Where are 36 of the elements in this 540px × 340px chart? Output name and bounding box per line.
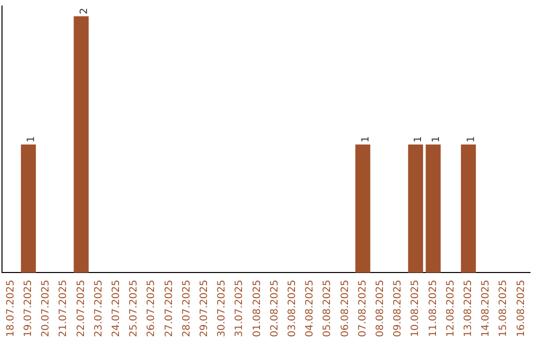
data-label: 1 [430,136,442,142]
x-tick-label: 03.08.2025 [286,280,298,338]
x-tick-label: 06.08.2025 [340,280,351,338]
data-label: 1 [360,136,372,142]
data-label: 1 [26,136,37,142]
x-tick-label: 18.07.2025 [5,280,16,338]
x-tick-label: 15.08.2025 [498,280,510,338]
x-tick-label: 28.07.2025 [181,280,192,338]
x-tick-label: 02.08.2025 [269,280,280,338]
x-tick-label: 04.08.2025 [304,280,316,338]
x-tick-label: 27.07.2025 [164,280,175,338]
x-tick-label: 11.08.2025 [428,280,439,338]
data-label: 1 [413,136,424,142]
x-tick-label: 23.07.2025 [93,280,104,338]
x-tick-label: 29.07.2025 [198,280,210,338]
x-tick-label: 13.08.2025 [462,280,474,338]
x-tick-label: 10.08.2025 [410,280,422,338]
data-label: 1 [466,136,477,142]
x-tick-label: 05.08.2025 [322,280,334,338]
x-tick-label: 19.07.2025 [22,280,34,338]
x-tick-label: 30.07.2025 [216,280,228,338]
x-tick-label: 01.08.2025 [252,280,263,338]
x-tick-label: 21.07.2025 [58,280,70,338]
x-tick-label: 26.07.2025 [146,280,158,338]
x-tick-label: 22.07.2025 [76,280,87,338]
x-tick-label: 12.08.2025 [445,280,456,338]
x-tick-label: 25.07.2025 [128,280,140,338]
x-tick-label: 09.08.2025 [392,280,404,338]
x-tick-label: 20.07.2025 [40,280,52,338]
x-tick-label: 08.08.2025 [374,280,386,338]
x-tick-label: 07.08.2025 [357,280,368,338]
x-tick-label: 31.07.2025 [234,280,246,338]
x-tick-label: 16.08.2025 [516,280,527,338]
x-tick-label: 24.07.2025 [110,280,122,338]
data-label: 2 [78,8,90,14]
x-tick-label: 14.08.2025 [480,280,492,338]
